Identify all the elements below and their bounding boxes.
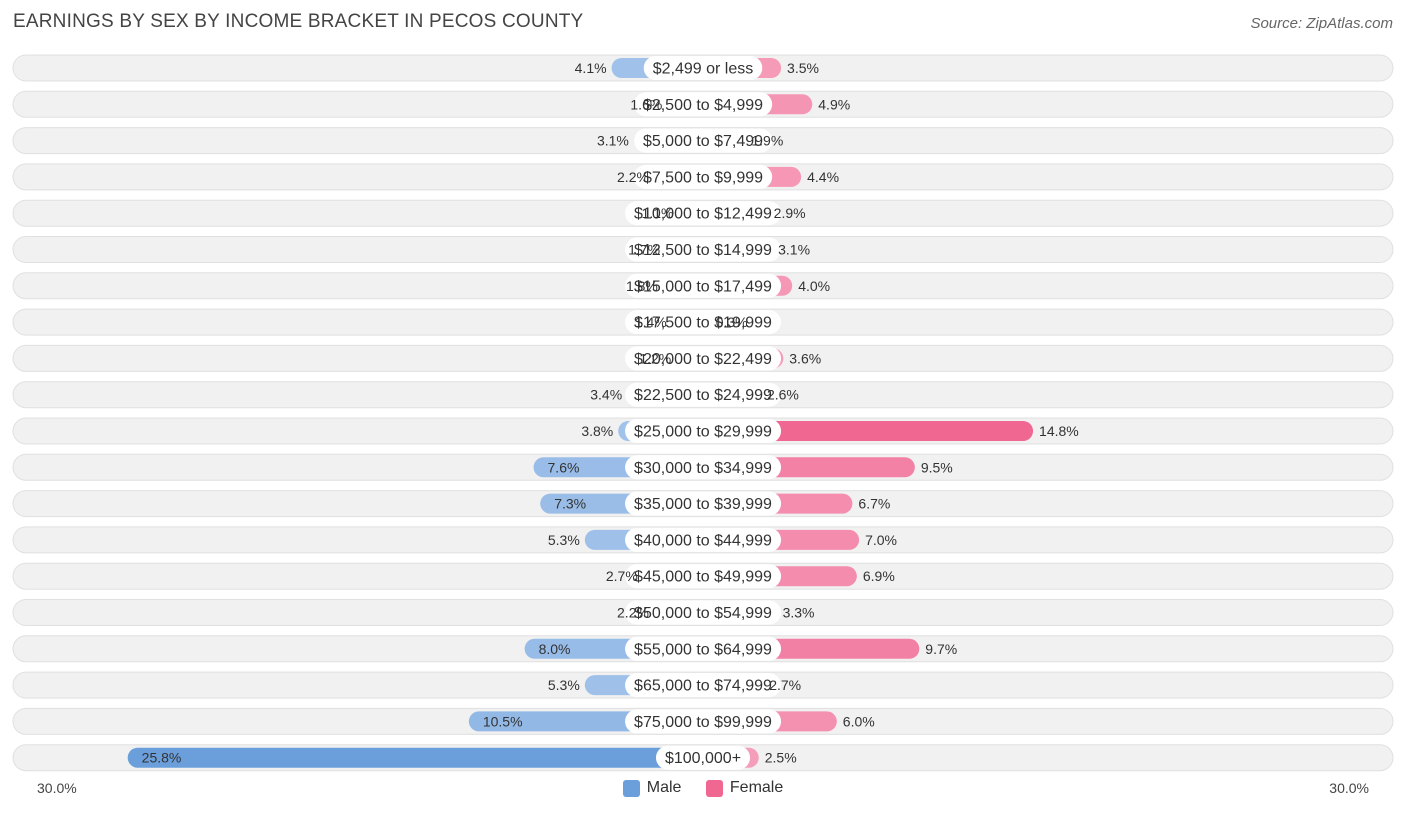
category-pill — [625, 419, 782, 443]
legend-item-female: Female — [705, 779, 784, 797]
category-label: $50,000 to $54,999 — [634, 605, 772, 622]
male-value-label: 1.7% — [628, 242, 660, 258]
legend: Male Female — [0, 779, 1406, 802]
axis-label-left: 30.0% — [37, 780, 77, 796]
male-value-label: 2.2% — [617, 605, 649, 621]
category-label: $22,500 to $24,999 — [634, 387, 772, 404]
female-value-label: 9.7% — [925, 641, 957, 657]
category-label: $17,500 to $19,999 — [634, 315, 772, 332]
female-value-label: 9.5% — [921, 459, 953, 475]
female-value-label: 4.9% — [818, 96, 850, 112]
female-value-label: 4.4% — [807, 169, 839, 185]
category-pill — [625, 382, 782, 407]
female-value-label: 2.6% — [767, 387, 799, 403]
category-pill — [633, 128, 773, 153]
male-value-label: 1.4% — [635, 314, 667, 330]
female-value-label: 7.0% — [865, 532, 897, 548]
category-label: $75,000 to $99,999 — [634, 714, 772, 731]
category-pill — [643, 56, 763, 80]
female-value-label: 2.7% — [769, 677, 801, 693]
category-pill — [625, 201, 782, 226]
category-label: $15,000 to $17,499 — [634, 278, 772, 295]
category-pill — [633, 92, 773, 117]
category-pill — [625, 237, 782, 262]
legend-item-male: Male — [622, 779, 682, 797]
female-value-label: 0.3% — [716, 314, 748, 330]
category-pill — [625, 636, 782, 661]
male-value-label: 1.2% — [639, 350, 671, 366]
category-label: $5,000 to $7,499 — [643, 133, 763, 150]
chart-title: EARNINGS BY SEX BY INCOME BRACKET IN PEC… — [13, 11, 584, 32]
male-value-label: 3.8% — [581, 423, 613, 439]
category-label: $10,000 to $12,499 — [634, 206, 772, 223]
category-label: $2,500 to $4,999 — [643, 97, 763, 114]
male-value-label: 5.3% — [548, 677, 580, 693]
male-value-label: 7.3% — [554, 496, 586, 512]
category-pill — [625, 491, 782, 516]
legend-swatch-male — [622, 779, 640, 797]
category-label: $45,000 to $49,999 — [634, 569, 772, 586]
male-value-label: 7.6% — [548, 459, 580, 475]
male-value-label: 10.5% — [483, 713, 523, 729]
category-pill — [625, 455, 782, 480]
male-value-label: 2.7% — [606, 568, 638, 584]
category-pill — [655, 745, 751, 770]
legend-label-male: Male — [646, 779, 682, 796]
male-value-label: 4.1% — [575, 60, 607, 76]
male-value-label: 2.2% — [617, 169, 649, 185]
category-pill — [625, 310, 782, 335]
category-label: $100,000+ — [665, 750, 741, 767]
category-label: $55,000 to $64,999 — [634, 641, 772, 658]
category-label: $12,500 to $14,999 — [634, 242, 772, 259]
legend-label-female: Female — [729, 779, 784, 796]
female-value-label: 2.9% — [774, 205, 806, 221]
male-value-label: 3.1% — [597, 133, 629, 149]
male-value-label: 25.8% — [142, 750, 182, 766]
male-value-label: 5.3% — [548, 532, 580, 548]
female-value-label: 14.8% — [1039, 423, 1079, 439]
category-label: $25,000 to $29,999 — [634, 424, 772, 441]
male-value-label: 1.1% — [642, 205, 674, 221]
category-pill — [625, 527, 782, 552]
category-pill — [625, 600, 782, 625]
female-value-label: 4.0% — [798, 278, 830, 294]
male-value-label: 8.0% — [539, 641, 571, 657]
female-value-label: 3.1% — [778, 242, 810, 258]
female-value-label: 3.5% — [787, 60, 819, 76]
category-label: $65,000 to $74,999 — [634, 678, 772, 695]
category-label: $7,500 to $9,999 — [643, 169, 763, 186]
female-value-label: 6.9% — [863, 568, 895, 584]
category-pill — [625, 709, 782, 734]
female-bar — [703, 421, 1034, 441]
female-value-label: 1.9% — [751, 133, 783, 149]
female-value-label: 2.5% — [765, 750, 797, 766]
category-label: $30,000 to $34,999 — [634, 460, 772, 477]
category-pill — [625, 273, 782, 298]
legend-swatch-female — [705, 779, 723, 797]
male-bar — [127, 747, 703, 768]
category-label: $40,000 to $44,999 — [634, 532, 772, 549]
category-label: $20,000 to $22,499 — [634, 351, 772, 368]
female-value-label: 3.6% — [789, 350, 821, 366]
axis-label-right: 30.0% — [1329, 780, 1369, 796]
category-pill — [633, 164, 773, 189]
male-value-label: 1.6% — [630, 96, 662, 112]
category-pill — [625, 346, 782, 371]
source-credit: Source: ZipAtlas.com — [1250, 15, 1393, 32]
female-value-label: 6.7% — [858, 496, 890, 512]
male-value-label: 3.4% — [590, 387, 622, 403]
category-pill — [625, 673, 782, 698]
female-value-label: 6.0% — [843, 713, 875, 729]
female-value-label: 3.3% — [783, 605, 815, 621]
male-value-label: 1.8% — [626, 278, 658, 294]
category-label: $2,499 or less — [653, 61, 754, 78]
category-label: $35,000 to $39,999 — [634, 496, 772, 513]
category-pill — [625, 564, 782, 589]
